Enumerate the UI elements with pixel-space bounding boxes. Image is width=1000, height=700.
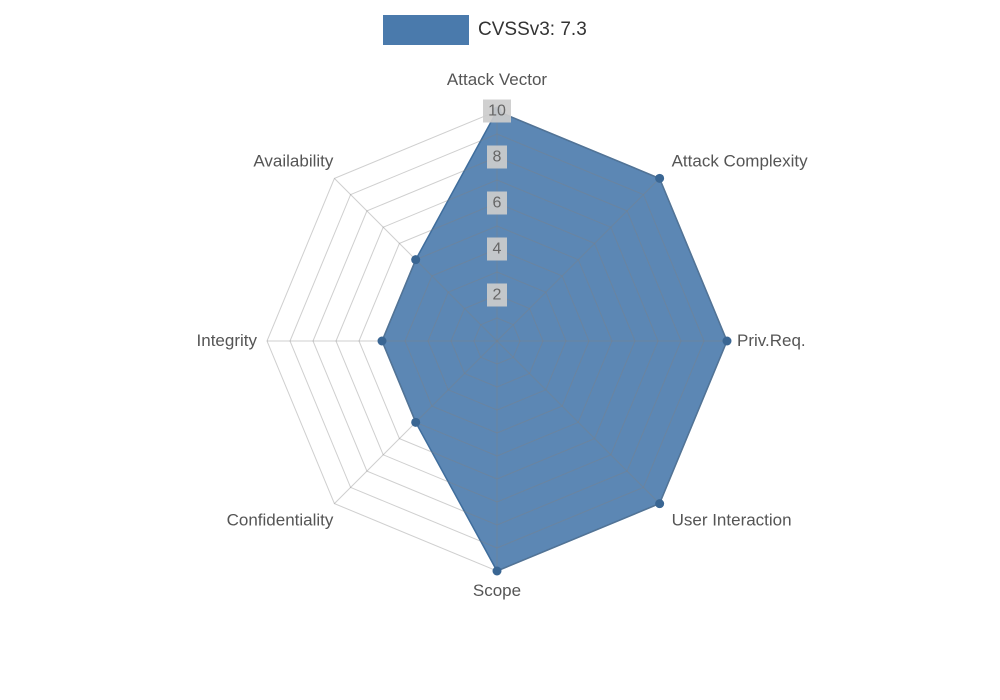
legend-swatch — [383, 15, 469, 45]
tick-label-box — [487, 283, 507, 307]
axis-label: Attack Complexity — [672, 151, 809, 170]
data-point[interactable] — [655, 173, 665, 183]
axis-label: Attack Vector — [447, 70, 547, 89]
grid-ring — [381, 225, 613, 457]
grid-ring — [289, 133, 705, 549]
axis-label: Integrity — [197, 331, 258, 350]
tick-label: 10 — [483, 99, 511, 123]
data-point[interactable] — [411, 255, 421, 265]
axis-line — [496, 178, 660, 342]
axis-label: Priv.Req. — [737, 331, 806, 350]
tick-label-text: 6 — [493, 195, 502, 212]
legend-label: CVSSv3: 7.3 — [478, 19, 587, 40]
tick-label: 2 — [487, 283, 507, 307]
tick-label: 8 — [487, 145, 507, 169]
axis-line — [496, 340, 660, 504]
grid-ring — [427, 271, 567, 411]
data-point[interactable] — [411, 417, 421, 427]
grid-ring — [358, 202, 636, 480]
tick-label-text: 10 — [488, 103, 506, 120]
data-point[interactable] — [377, 336, 387, 346]
tick-label-box — [487, 191, 507, 215]
tick-label: 4 — [487, 237, 507, 261]
axis-label: User Interaction — [672, 511, 792, 530]
grid-ring — [335, 179, 659, 503]
grid-ring — [450, 294, 544, 388]
axis-label: Confidentiality — [227, 511, 334, 530]
tick-label: 6 — [487, 191, 507, 215]
grid-ring — [404, 248, 590, 434]
grid-ring — [312, 156, 682, 526]
tick-label-text: 2 — [493, 287, 502, 304]
tick-label-text: 8 — [493, 149, 502, 166]
legend-item-cvssv3[interactable]: CVSSv3: 7.3 — [383, 15, 587, 45]
grid-ring — [473, 317, 521, 365]
data-point[interactable] — [492, 566, 502, 576]
data-point[interactable] — [722, 336, 732, 346]
tick-label-box — [487, 145, 507, 169]
axis-label: Availability — [253, 151, 334, 170]
tick-label-box — [483, 99, 511, 123]
tick-label-text: 4 — [493, 241, 502, 258]
data-point[interactable] — [655, 499, 665, 509]
axis-label: Scope — [473, 581, 521, 600]
tick-label-box — [487, 237, 507, 261]
